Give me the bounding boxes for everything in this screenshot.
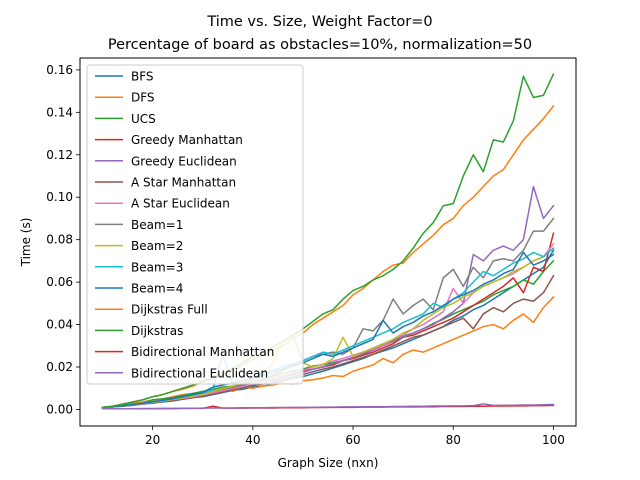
legend-label-14: Bidirectional Euclidean: [131, 366, 268, 380]
legend-label-2: UCS: [131, 112, 156, 126]
y-tick-label: 0.00: [46, 402, 73, 416]
legend-label-9: Beam=3: [131, 260, 183, 274]
series-lines: [101, 73, 555, 410]
y-axis-label: Time (s): [19, 218, 33, 268]
x-axis-label: Graph Size (nxn): [278, 456, 379, 470]
y-tick-label: 0.04: [46, 318, 73, 332]
x-tick-label: 40: [245, 433, 260, 447]
y-tick-label: 0.12: [46, 148, 73, 162]
y-tick-label: 0.02: [46, 360, 73, 374]
y-tick-label: 0.14: [46, 105, 73, 119]
series-line-5: [101, 274, 555, 409]
x-tick-label: 60: [345, 433, 360, 447]
series-line-1: [101, 295, 555, 409]
chart-title-line-2: Percentage of board as obstacles=10%, no…: [108, 37, 532, 53]
y-tick-label: 0.10: [46, 190, 73, 204]
legend-label-0: BFS: [131, 70, 154, 84]
y-tick-label: 0.08: [46, 233, 73, 247]
y-tick-label: 0.06: [46, 275, 73, 289]
legend-label-6: A Star Euclidean: [131, 197, 230, 211]
series-line-14: [101, 403, 555, 410]
series-line-2: [101, 259, 555, 409]
legend: BFS DFS UCS Greedy Manhattan Greedy Euclidea…: [86, 64, 304, 385]
x-tick-label: 80: [446, 433, 461, 447]
legend-label-12: Dijkstras: [131, 324, 183, 338]
series-line-12: [101, 73, 555, 409]
legend-label-4: Greedy Euclidean: [131, 154, 237, 168]
y-tick-label: 0.16: [46, 63, 73, 77]
y-axis-ticks: 0.00 0.02 0.04 0.06 0.08 0.10 0.12 0.14 0.16: [46, 63, 80, 416]
legend-box: [86, 64, 304, 385]
legend-label-5: A Star Manhattan: [131, 176, 236, 190]
legend-label-11: Dijkstras Full: [131, 303, 208, 317]
x-axis-ticks: 20 40 60 80 100: [145, 426, 565, 447]
legend-label-13: Bidirectional Manhattan: [131, 345, 274, 359]
x-tick-label: 20: [145, 433, 160, 447]
legend-label-8: Beam=2: [131, 239, 183, 253]
series-line-10: [101, 251, 555, 409]
legend-label-1: DFS: [131, 91, 155, 105]
legend-label-3: Greedy Manhattan: [131, 133, 243, 147]
axes-frame: [79, 57, 577, 427]
legend-label-7: Beam=1: [131, 218, 183, 232]
legend-label-10: Beam=4: [131, 282, 183, 296]
chart-title-line-1: Time vs. Size, Weight Factor=0: [206, 14, 432, 30]
x-tick-label: 100: [542, 433, 565, 447]
